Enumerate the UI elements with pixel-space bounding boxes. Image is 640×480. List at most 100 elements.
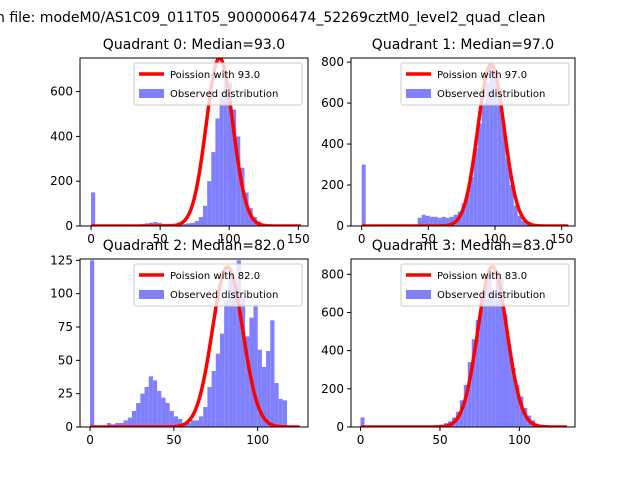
legend-label-poisson: Poission with 83.0 bbox=[437, 271, 527, 282]
axes-frame bbox=[79, 258, 309, 428]
hist-bar bbox=[360, 417, 365, 427]
hist-bar bbox=[253, 304, 258, 427]
x-tick-label: 0 bbox=[357, 433, 365, 447]
legend-swatch-observed bbox=[139, 89, 164, 98]
legend-box bbox=[400, 62, 570, 106]
y-tick-label: 600 bbox=[321, 305, 344, 319]
hist-bar bbox=[178, 419, 183, 427]
hist-bar bbox=[215, 118, 220, 226]
x-tick-label: 100 bbox=[484, 232, 507, 246]
hist-bar bbox=[194, 221, 199, 226]
hist-bar bbox=[227, 82, 232, 226]
hist-bar bbox=[182, 223, 187, 226]
hist-bar bbox=[115, 423, 120, 427]
y-tick-label: 0 bbox=[65, 219, 73, 233]
legend: Poission with 83.0 Observed distribution bbox=[400, 263, 570, 307]
hist-bar bbox=[433, 216, 438, 226]
hist-bar bbox=[211, 371, 216, 427]
hist-bar bbox=[215, 353, 220, 427]
hist-bar bbox=[207, 387, 212, 427]
hist-bar bbox=[152, 380, 158, 427]
subplot-title: Quadrant 1: Median=97.0 bbox=[372, 37, 554, 53]
hist-bar bbox=[429, 216, 434, 226]
hist-bar bbox=[136, 403, 141, 427]
hist-bar bbox=[224, 300, 229, 427]
hist-bar bbox=[515, 385, 520, 427]
hist-bar bbox=[169, 411, 174, 427]
y-tick-label: 200 bbox=[50, 174, 73, 188]
hist-bar bbox=[511, 367, 516, 427]
legend: Poission with 97.0 Observed distribution bbox=[400, 62, 570, 106]
y-tick-label: 0 bbox=[336, 219, 344, 233]
hist-bar bbox=[361, 164, 366, 226]
legend-box bbox=[133, 62, 303, 106]
hist-bar bbox=[223, 80, 228, 226]
legend-label-poisson: Poission with 97.0 bbox=[437, 70, 527, 81]
x-tick-label: 50 bbox=[421, 232, 436, 246]
hist-bar bbox=[513, 205, 518, 226]
hist-bar bbox=[463, 385, 468, 427]
hist-bar bbox=[203, 407, 208, 427]
hist-bar bbox=[485, 82, 490, 226]
y-tick-label: 25 bbox=[58, 387, 73, 401]
hist-bar bbox=[491, 293, 496, 427]
hist-bar bbox=[219, 333, 225, 427]
legend-label-observed: Observed distribution bbox=[437, 290, 545, 301]
x-tick-label: 100 bbox=[246, 433, 269, 447]
subplot-3: 0 50 100 0 200 400 600 800 Quadrant 3: Median=83… bbox=[321, 238, 576, 447]
hist-bar bbox=[501, 123, 506, 226]
legend-swatch-observed bbox=[139, 290, 164, 299]
hist-bar bbox=[157, 391, 162, 427]
axes-frame bbox=[350, 258, 576, 428]
y-tick-label: 600 bbox=[321, 96, 344, 110]
hist-bar bbox=[186, 223, 191, 226]
poisson-curve bbox=[360, 62, 570, 226]
hist-bar bbox=[194, 420, 200, 427]
hist-bar bbox=[219, 91, 224, 226]
subplot-title: Quadrant 3: Median=83.0 bbox=[372, 238, 554, 254]
subplot-0: 0 50 100 150 0 200 400 600 Quadrant 0: Median=93… bbox=[50, 37, 310, 246]
hist-bar bbox=[144, 387, 149, 427]
hist-bar bbox=[517, 215, 522, 226]
x-tick-label: 150 bbox=[550, 232, 573, 246]
hist-bar bbox=[282, 400, 288, 427]
hist-bar bbox=[417, 217, 422, 226]
hist-bar bbox=[198, 217, 203, 226]
hist-bar bbox=[165, 403, 170, 427]
plot-area bbox=[89, 260, 301, 427]
hist-bar bbox=[495, 270, 500, 427]
legend-label-observed: Observed distribution bbox=[437, 89, 545, 100]
x-tick-label: 0 bbox=[87, 232, 95, 246]
hist-bar bbox=[469, 176, 474, 226]
hist-bar bbox=[519, 396, 524, 427]
y-tick-label: 600 bbox=[50, 85, 73, 99]
hist-bar bbox=[236, 136, 241, 226]
y-tick-label: 75 bbox=[58, 320, 73, 334]
hist-bar bbox=[425, 215, 430, 226]
x-tick-label: 100 bbox=[218, 232, 241, 246]
hist-bar bbox=[257, 349, 262, 427]
x-tick-label: 50 bbox=[153, 232, 168, 246]
subplot-title: Quadrant 0: Median=93.0 bbox=[103, 37, 285, 53]
hist-bar bbox=[228, 273, 233, 427]
hist-bar bbox=[507, 346, 512, 427]
y-tick-label: 800 bbox=[321, 267, 344, 281]
hist-bar bbox=[445, 217, 450, 226]
hist-bar bbox=[483, 281, 488, 427]
legend-swatch-observed bbox=[406, 290, 431, 299]
y-tick-label: 200 bbox=[321, 382, 344, 396]
hist-bar bbox=[127, 417, 132, 427]
hist-bar bbox=[91, 192, 96, 226]
x-tick-label: 50 bbox=[432, 433, 447, 447]
subplot-1: 0 50 100 150 0 200 400 600 800 Quadrant 1: Median… bbox=[321, 37, 576, 246]
plot-area bbox=[360, 62, 570, 226]
hist-bar bbox=[140, 393, 145, 427]
x-tick-label: 150 bbox=[287, 232, 310, 246]
hist-bar bbox=[161, 397, 166, 427]
legend-label-poisson: Poission with 93.0 bbox=[170, 70, 260, 81]
hist-bar bbox=[505, 158, 510, 226]
hist-bar bbox=[473, 148, 478, 226]
y-tick-label: 400 bbox=[321, 137, 344, 151]
hist-bar bbox=[190, 420, 195, 427]
hist-bar bbox=[477, 123, 482, 226]
